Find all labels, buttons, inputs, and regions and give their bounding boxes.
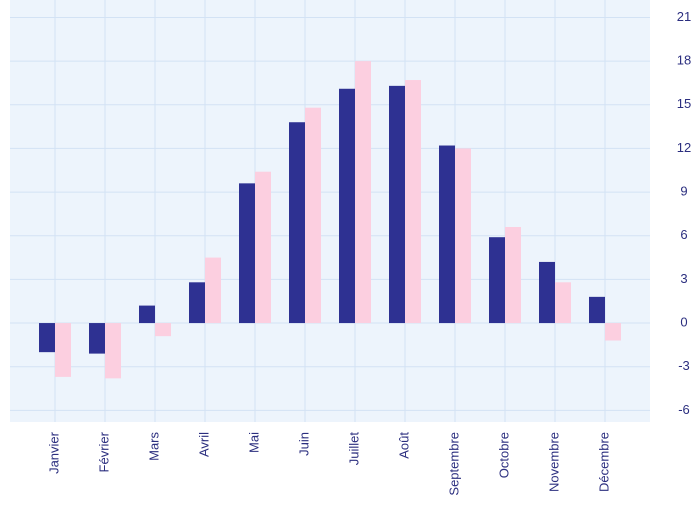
- bar: [439, 145, 455, 324]
- x-tick-label: Avril: [196, 432, 211, 457]
- x-tick-label: Février: [96, 431, 111, 472]
- bar: [605, 323, 621, 341]
- bar: [589, 296, 605, 324]
- y-tick-label: 6: [680, 227, 687, 242]
- y-tick-label: 15: [677, 96, 691, 111]
- x-tick-label: Mars: [146, 432, 161, 461]
- bar: [139, 305, 155, 324]
- bar: [505, 227, 521, 324]
- y-tick-label: 18: [677, 53, 691, 68]
- bar: [239, 183, 255, 324]
- bar: [155, 323, 171, 337]
- bar: [205, 257, 221, 324]
- x-tick-label: Mai: [246, 432, 261, 453]
- x-tick-label: Juin: [296, 432, 311, 456]
- x-tick-label: Janvier: [46, 431, 61, 474]
- bar: [355, 61, 371, 324]
- x-tick-label: Octobre: [496, 432, 511, 478]
- bar: [405, 80, 421, 324]
- bar: [189, 282, 205, 324]
- bar: [289, 122, 305, 324]
- x-tick-label: Décembre: [596, 432, 611, 492]
- bar: [555, 282, 571, 324]
- bar: [305, 107, 321, 324]
- bar: [55, 323, 71, 377]
- bar: [39, 323, 55, 353]
- bar: [339, 88, 355, 324]
- bar: [105, 323, 121, 379]
- bar: [455, 148, 471, 324]
- x-tick-label: Septembre: [446, 432, 461, 496]
- bar: [489, 237, 505, 324]
- bar: [389, 85, 405, 324]
- y-tick-label: 21: [677, 9, 691, 24]
- x-tick-label: Novembre: [546, 432, 561, 492]
- y-tick-label: 9: [680, 184, 687, 199]
- x-tick-label: Juillet: [346, 432, 361, 466]
- y-tick-label: -6: [678, 402, 690, 417]
- y-tick-label: 0: [680, 314, 687, 329]
- bar: [539, 261, 555, 324]
- x-tick-label: Août: [396, 432, 411, 459]
- y-tick-label: -3: [678, 358, 690, 373]
- y-tick-label: 12: [677, 140, 691, 155]
- bar: [89, 323, 105, 354]
- y-tick-label: 3: [680, 271, 687, 286]
- bar: [255, 171, 271, 324]
